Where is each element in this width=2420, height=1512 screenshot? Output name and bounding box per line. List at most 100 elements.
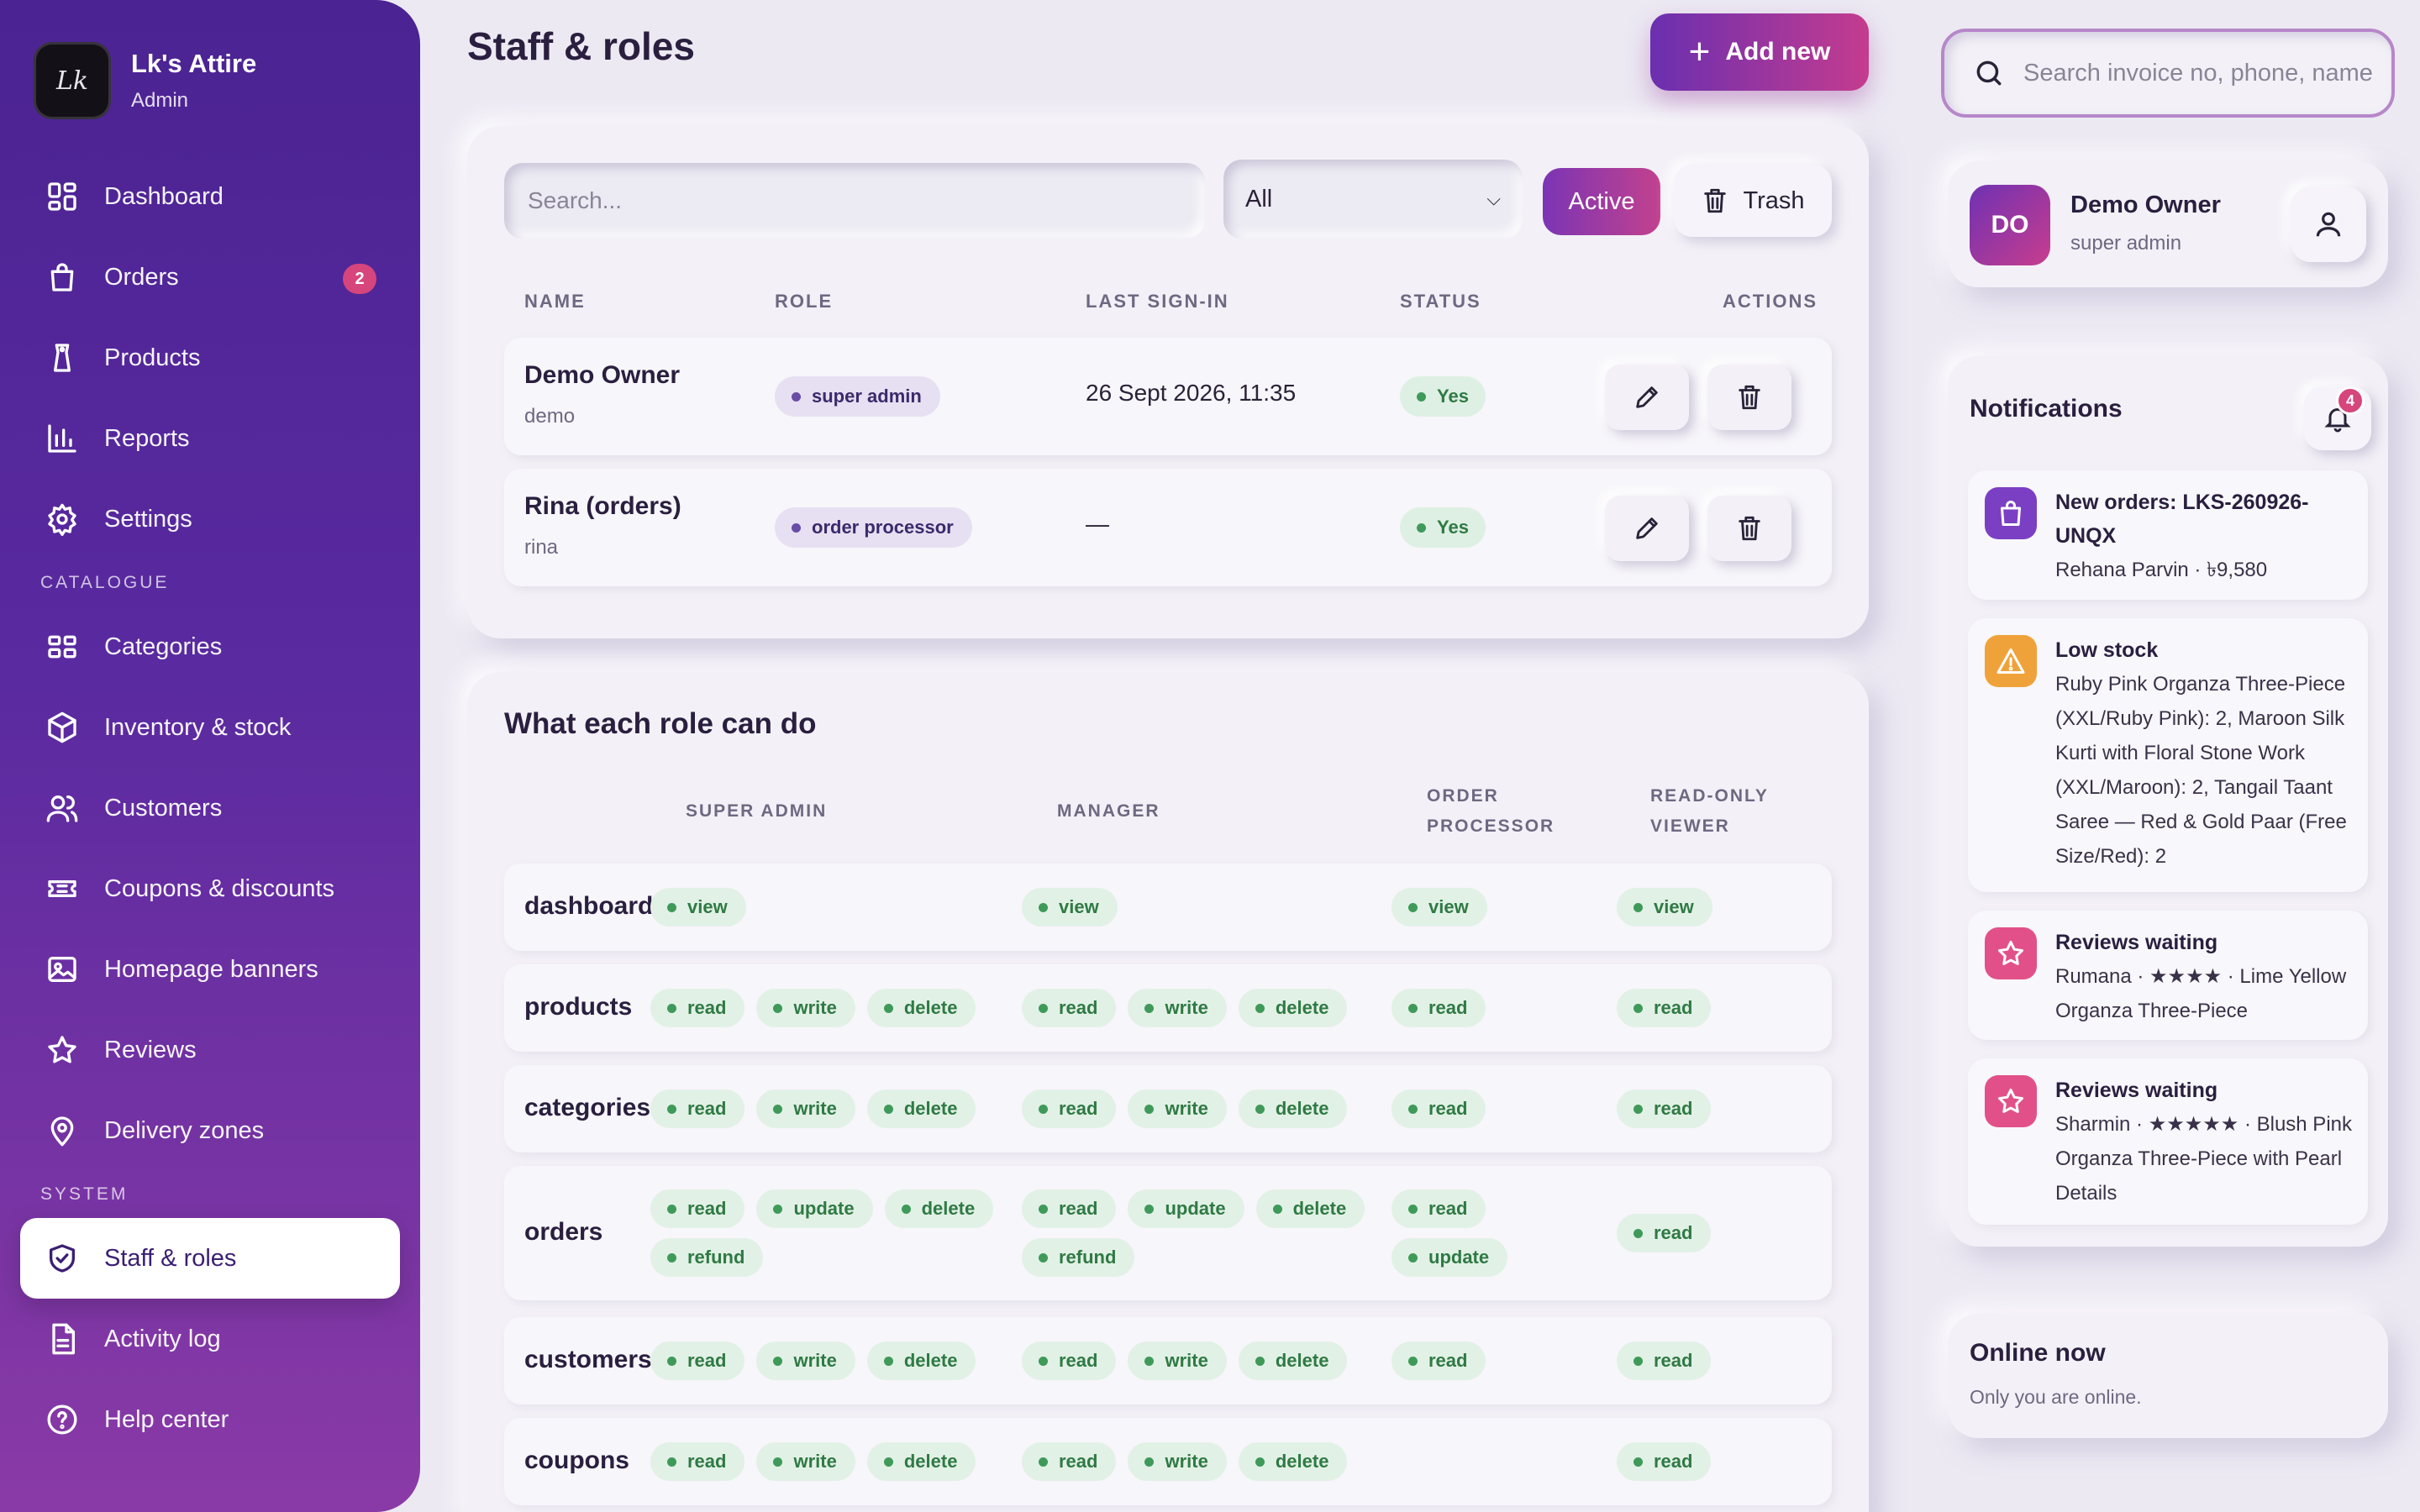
permission-cell: view [1617, 888, 1785, 927]
status-badge: Yes [1400, 376, 1486, 417]
notification-title: Reviews waiting [2055, 1079, 2218, 1102]
module-name: customers [524, 1346, 652, 1373]
column-header-read-only-viewer: READ-ONLY VIEWER [1650, 786, 1769, 836]
brand-role: Admin [131, 89, 189, 112]
permission-tag: delete [866, 1089, 976, 1128]
page-title: Staff & roles [467, 24, 695, 68]
permission-tag: write [1128, 989, 1227, 1027]
star-icon [1985, 927, 2037, 979]
permission-cell: read [1617, 989, 1785, 1027]
trash-label: Trash [1743, 186, 1805, 214]
permission-tag: read [650, 1341, 745, 1380]
sidebar-item-delivery-zones[interactable]: Delivery zones [0, 1090, 420, 1171]
permission-tag: view [1392, 888, 1487, 927]
active-filter-button[interactable]: Active [1543, 168, 1660, 235]
permission-cell: read write delete [1022, 1442, 1375, 1481]
permission-row-dashboard: dashboard view view view view [504, 864, 1832, 951]
sidebar-item-banners[interactable]: Homepage banners [0, 929, 420, 1010]
permission-tag: read [650, 1089, 745, 1128]
permission-cell: read update [1392, 1189, 1593, 1277]
edit-button[interactable] [1605, 496, 1689, 561]
last-sign-in: 26 Sept 2026, 11:35 [1086, 380, 1297, 406]
search-icon [1976, 60, 2002, 86]
permission-cell: read update delete refund [650, 1189, 1003, 1277]
permission-cell: read [1392, 1089, 1593, 1128]
permission-tag: read [1392, 989, 1486, 1027]
sidebar-item-dashboard[interactable]: Dashboard [0, 156, 420, 237]
image-icon [45, 953, 79, 986]
sidebar-item-reviews[interactable]: Reviews [0, 1010, 420, 1090]
delete-button[interactable] [1707, 496, 1791, 561]
module-name: categories [524, 1094, 651, 1121]
column-header-role: ROLE [775, 291, 834, 312]
permission-tag: write [756, 1089, 855, 1128]
column-header-actions: ACTIONS [1723, 291, 1818, 312]
table-row: Rina (orders) rina order processor — Yes [504, 469, 1832, 586]
star-icon [45, 1033, 79, 1067]
role-badge: order processor [775, 507, 972, 548]
trash-button[interactable]: Trash [1674, 165, 1832, 237]
chevron-down-icon: ⌵ [1486, 188, 1501, 209]
sidebar: Lk Lk's Attire Admin Dashboard Orders 2 … [0, 0, 420, 1512]
permission-tag: delete [1238, 989, 1348, 1027]
sidebar-item-settings[interactable]: Settings [0, 479, 420, 559]
edit-button[interactable] [1605, 365, 1689, 430]
sidebar-item-inventory[interactable]: Inventory & stock [0, 687, 420, 768]
sidebar-item-reports[interactable]: Reports [0, 398, 420, 479]
notifications-title: Notifications [1970, 395, 2123, 423]
sidebar-item-activity-log[interactable]: Activity log [0, 1299, 420, 1379]
notification-item[interactable]: Low stock Ruby Pink Organza Three-Piece … [1968, 618, 2368, 892]
shopping-bag-icon [1985, 487, 2037, 539]
column-header-order-processor: ORDER PROCESSOR [1427, 786, 1555, 836]
pencil-icon [1636, 517, 1658, 539]
sidebar-item-label: Help center [104, 1405, 229, 1433]
permission-row-customers: customers read write delete read write delete r… [504, 1317, 1832, 1404]
staff-username: demo [524, 405, 576, 428]
permission-row-products: products read write delete read write delete re… [504, 964, 1832, 1052]
pencil-icon [1636, 386, 1658, 408]
notification-item[interactable]: Reviews waiting Sharmin · ★★★★★ · Blush … [1968, 1058, 2368, 1225]
permission-tag: read [1392, 1189, 1486, 1228]
sidebar-item-coupons[interactable]: Coupons & discounts [0, 848, 420, 929]
global-search[interactable] [1941, 29, 2395, 118]
column-header-last-sign-in: LAST SIGN-IN [1086, 291, 1229, 312]
sidebar-item-products[interactable]: Products [0, 318, 420, 398]
staff-search-input[interactable]: Search... [504, 163, 1205, 239]
status-filter-select[interactable]: All ⌵ [1223, 160, 1523, 239]
sidebar-item-label: Delivery zones [104, 1116, 265, 1144]
sidebar-item-label: Activity log [104, 1325, 221, 1352]
profile-button[interactable] [2291, 186, 2366, 262]
permission-tag: delete [884, 1189, 994, 1228]
add-new-label: Add new [1725, 38, 1831, 66]
notification-item[interactable]: New orders: LKS-260926-UNQX Rehana Parvi… [1968, 470, 2368, 600]
permission-tag: write [1128, 1442, 1227, 1481]
brand-logo[interactable]: Lk [34, 42, 111, 119]
user-role: super admin [2070, 232, 2182, 255]
notification-body: Rehana Parvin · ৳9,580 [2055, 559, 2268, 581]
sidebar-item-staff-roles[interactable]: Staff & roles [20, 1218, 400, 1299]
delete-button[interactable] [1707, 365, 1791, 430]
permission-tag: read [1022, 1189, 1117, 1228]
global-search-input[interactable] [2023, 59, 2376, 87]
module-name: products [524, 993, 633, 1021]
sidebar-item-label: Homepage banners [104, 955, 318, 983]
permission-tag: delete [1238, 1089, 1348, 1128]
sidebar-item-label: Products [104, 344, 201, 371]
sidebar-item-help-center[interactable]: Help center [0, 1379, 420, 1460]
notifications-bell-button[interactable]: 4 [2304, 386, 2371, 450]
notification-title: Low stock [2055, 638, 2159, 662]
status-filter-value: All [1245, 185, 1273, 213]
sidebar-item-categories[interactable]: Categories [0, 606, 420, 687]
add-new-button[interactable]: + Add new [1650, 13, 1869, 91]
notification-item[interactable]: Reviews waiting Rumana · ★★★★ · Lime Yel… [1968, 911, 2368, 1040]
sidebar-item-orders[interactable]: Orders 2 [0, 237, 420, 318]
permission-cell: read write delete [650, 1341, 1003, 1380]
permission-tag: read [1392, 1089, 1486, 1128]
shopping-bag-icon [45, 260, 79, 294]
sidebar-item-customers[interactable]: Customers [0, 768, 420, 848]
tag-icon [45, 341, 79, 375]
users-icon [45, 791, 79, 825]
sidebar-item-label: Coupons & discounts [104, 874, 335, 902]
user-icon [2316, 212, 2341, 237]
permission-cell: read write delete [1022, 989, 1375, 1027]
